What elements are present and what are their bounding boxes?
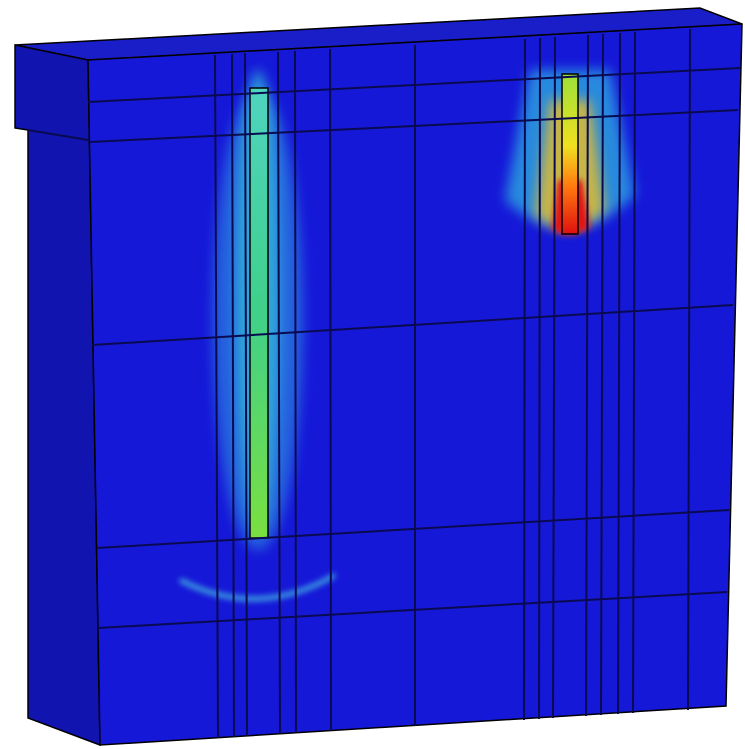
- page: [0, 0, 745, 749]
- fea-render: [0, 0, 745, 749]
- left-face: [15, 45, 100, 745]
